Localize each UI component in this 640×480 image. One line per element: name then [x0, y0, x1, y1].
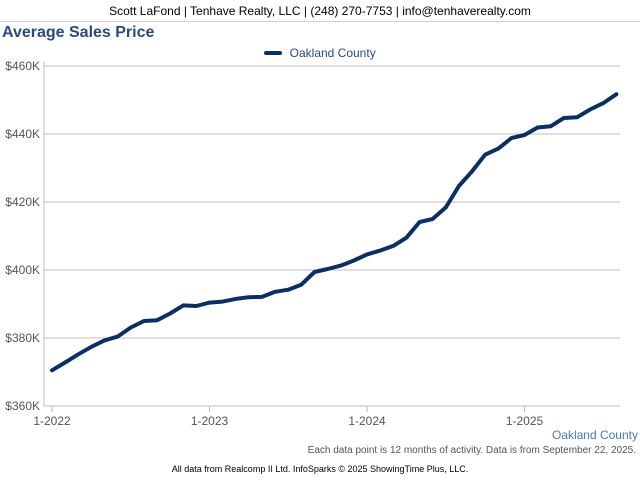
legend-label: Oakland County: [289, 46, 376, 60]
chart-title: Average Sales Price: [2, 24, 155, 41]
data-point: [313, 270, 316, 274]
data-point: [181, 303, 185, 307]
data-point: [76, 352, 80, 356]
legend-swatch: [264, 50, 283, 55]
data-point: [299, 283, 303, 287]
data-point: [483, 153, 487, 157]
data-point: [549, 124, 553, 128]
data-point: [496, 147, 500, 151]
data-point: [536, 126, 540, 129]
data-point: [247, 295, 251, 299]
series-line-oakland-county: [50, 92, 619, 373]
data-point: [273, 290, 277, 294]
data-point: [588, 108, 592, 111]
agent-contact-text: Scott LaFond | Tenhave Realty, LLC | (24…: [109, 4, 531, 18]
grid-lines: [44, 65, 620, 407]
data-point: [339, 264, 343, 268]
data-note: Each data point is 12 months of activity…: [307, 445, 636, 456]
data-point: [89, 345, 93, 349]
y-tick-label: $440K: [5, 127, 40, 141]
data-point: [155, 318, 159, 322]
y-tick-label: $360K: [5, 399, 40, 413]
data-point: [431, 217, 435, 221]
data-point: [286, 288, 290, 292]
x-tick-label: 1-2023: [191, 414, 229, 428]
agent-contact-header: Scott LaFond | Tenhave Realty, LLC | (24…: [0, 0, 640, 22]
data-point: [352, 259, 356, 262]
data-point: [457, 184, 461, 188]
data-point: [129, 326, 133, 329]
x-tick-label: 1-2025: [506, 414, 544, 428]
data-point: [208, 301, 211, 305]
data-point: [260, 295, 264, 299]
series-layer: [50, 92, 619, 373]
axes: $360K $380K $400K $420K $440K $460K 1-2022 1-20…: [5, 59, 543, 428]
y-tick-label: $400K: [5, 263, 40, 277]
data-point: [444, 205, 448, 209]
data-point: [142, 319, 146, 323]
y-tick-label: $380K: [5, 331, 40, 345]
data-point: [168, 312, 172, 315]
data-point: [523, 133, 526, 137]
data-point: [470, 169, 474, 173]
chart-legend[interactable]: Oakland County: [0, 46, 640, 60]
data-point: [194, 304, 198, 308]
data-point: [391, 244, 395, 248]
footer-credit: All data from Realcomp II Ltd. InfoSpark…: [171, 464, 469, 474]
data-point: [601, 101, 605, 105]
data-point: [404, 236, 408, 240]
x-tick-label: 1-2022: [33, 414, 71, 428]
data-point: [234, 297, 238, 301]
data-point: [562, 116, 566, 120]
data-point: [221, 300, 225, 304]
data-point: [575, 115, 579, 119]
data-point: [365, 252, 369, 256]
data-point: [116, 335, 120, 339]
data-point: [378, 249, 382, 253]
data-point: [63, 361, 67, 364]
y-tick-label: $420K: [5, 195, 40, 209]
data-point: [614, 92, 618, 96]
series-caption: Oakland County: [551, 428, 638, 442]
x-tick-label: 1-2024: [348, 414, 386, 428]
data-point: [418, 220, 421, 224]
y-tick-label: $460K: [5, 59, 40, 73]
data-point: [326, 267, 330, 271]
data-point: [509, 136, 513, 140]
data-point: [50, 368, 54, 372]
data-point: [103, 338, 106, 342]
